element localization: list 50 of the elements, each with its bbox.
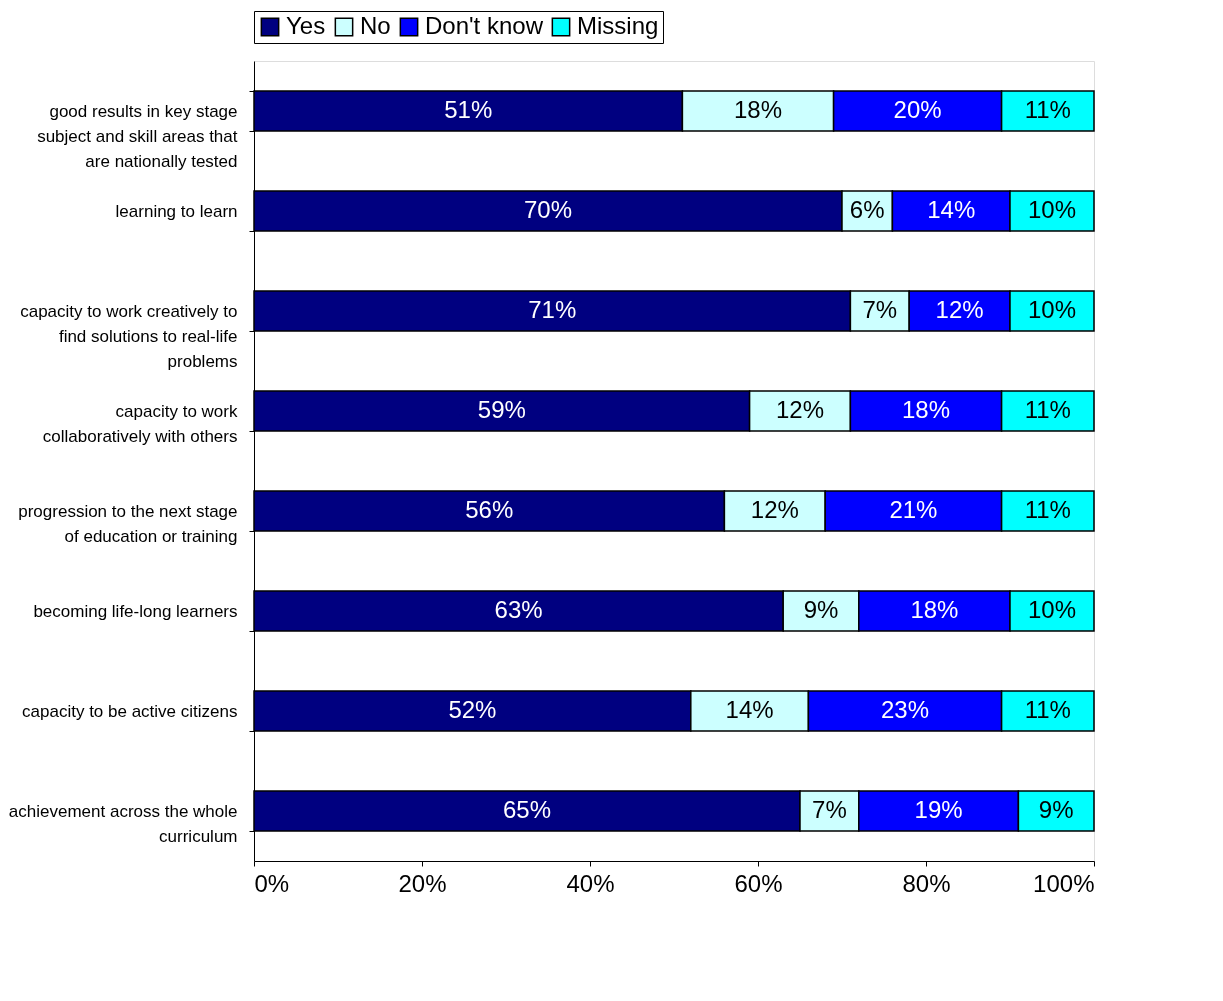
data-label: 21%: [889, 496, 938, 523]
data-label: 51%: [444, 96, 493, 123]
y-tick-label: learning to learn: [115, 201, 238, 221]
legend-label: Yes: [286, 12, 326, 39]
data-label: 10%: [1027, 296, 1077, 323]
data-label: 71%: [528, 296, 577, 323]
legend-label: No: [360, 12, 391, 39]
data-label: 14%: [725, 696, 774, 723]
legend-label: Don't know: [425, 12, 544, 39]
data-label: 11%: [1024, 496, 1071, 523]
legend-label: Missing: [577, 12, 659, 39]
x-tick-label: 40%: [566, 869, 615, 897]
y-tick-label: capacity to work creatively to find solutions to real-life problems: [20, 301, 238, 371]
data-label: 63%: [494, 596, 543, 623]
data-label: 20%: [893, 96, 942, 123]
data-label: 10%: [1027, 596, 1077, 623]
data-label: 11%: [1024, 396, 1071, 423]
data-label: 23%: [880, 696, 930, 723]
data-label: 7%: [812, 796, 847, 823]
x-tick-label: 20%: [398, 869, 447, 897]
data-label: 6%: [849, 196, 885, 223]
data-label: 12%: [935, 296, 984, 323]
data-label: 14%: [927, 196, 976, 223]
data-label: 19%: [914, 796, 963, 823]
y-tick-label: capacity to work collaboratively with others: [42, 401, 238, 446]
data-label: 18%: [910, 596, 959, 623]
data-label: 9%: [803, 596, 839, 623]
data-label: 65%: [502, 796, 552, 823]
x-tick-label: 60%: [734, 869, 783, 897]
data-label: 10%: [1027, 196, 1077, 223]
y-tick-label: becoming life-long learners: [33, 601, 238, 621]
data-label: 18%: [733, 96, 783, 123]
y-tick-label: achievement across the whole curriculum: [8, 801, 238, 846]
x-tick-label: 100%: [1033, 869, 1095, 897]
data-label: 70%: [523, 196, 573, 223]
data-label: 56%: [465, 496, 514, 523]
data-label: 7%: [862, 296, 898, 323]
data-label: 52%: [448, 696, 497, 723]
data-label: 11%: [1024, 696, 1071, 723]
x-tick-label: 80%: [902, 869, 951, 897]
data-label: 12%: [775, 396, 825, 423]
data-label: 9%: [1038, 796, 1074, 823]
y-tick-label: capacity to be active citizens: [22, 701, 238, 721]
data-label: 59%: [477, 396, 526, 423]
data-label: 18%: [901, 396, 951, 423]
x-tick-label: 0%: [254, 869, 290, 897]
y-tick-label: good results in key stage subject and skill areas that are nationally tested: [37, 101, 238, 171]
data-label: 12%: [750, 496, 799, 523]
data-label: 11%: [1024, 96, 1071, 123]
y-tick-label: progression to the next stage of education or training: [18, 501, 238, 546]
